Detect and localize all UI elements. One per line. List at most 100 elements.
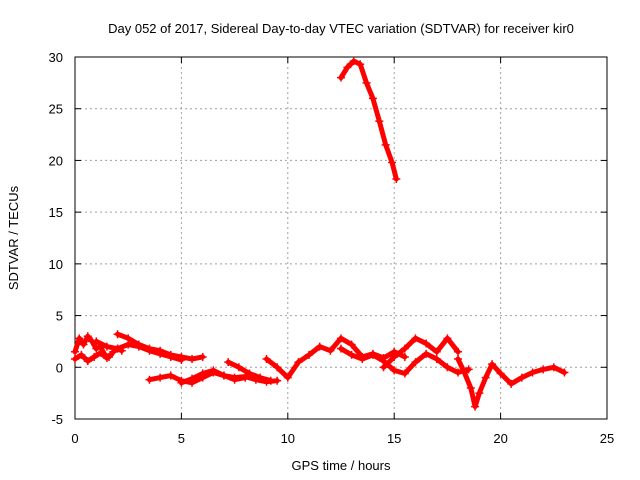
data-point (432, 347, 441, 356)
data-point (454, 347, 463, 356)
data-point (71, 347, 79, 356)
data-point (166, 352, 175, 361)
data-point (528, 368, 537, 377)
data-point (392, 175, 401, 184)
y-axis-label: SDTVAR / TECUs (6, 185, 21, 290)
data-point (411, 334, 420, 343)
data-point (102, 353, 111, 362)
chart-title: Day 052 of 2017, Sidereal Day-to-day VTE… (108, 21, 574, 36)
data-point (102, 342, 111, 351)
data-point (381, 140, 390, 149)
data-layer (71, 57, 569, 411)
data-point (156, 349, 165, 358)
data-point (145, 346, 154, 355)
series-arc-7 (224, 358, 275, 385)
data-point (177, 378, 186, 387)
data-point (517, 373, 526, 382)
data-point (390, 366, 399, 375)
data-point (262, 355, 271, 364)
data-point (224, 358, 233, 367)
data-point (539, 365, 548, 374)
data-point (209, 366, 218, 375)
data-point (362, 78, 371, 87)
data-point (188, 374, 197, 383)
data-point (388, 158, 397, 167)
data-point (443, 334, 452, 343)
data-point (379, 363, 388, 372)
data-point (245, 369, 254, 378)
data-point (411, 358, 420, 367)
data-point (432, 355, 441, 364)
data-point (337, 344, 345, 353)
series-arc-12 (454, 355, 569, 411)
data-point (315, 342, 324, 351)
data-point (305, 350, 314, 359)
series-arc-6 (177, 366, 250, 387)
y-tick-label: 5 (56, 309, 63, 324)
tick-layer: 0 5 10 15 20 25 -5 0 5 10 15 20 25 30 (49, 50, 615, 446)
data-point (326, 346, 335, 355)
data-point (294, 358, 303, 367)
data-point (475, 389, 484, 398)
data-point (156, 373, 165, 382)
series-arc-2 (71, 348, 111, 366)
series-arc-8 (262, 334, 409, 382)
data-point (460, 368, 469, 377)
data-point (337, 73, 345, 82)
x-tick-label: 15 (387, 431, 401, 446)
data-point (454, 355, 463, 364)
data-point (422, 349, 431, 358)
data-point (368, 350, 377, 359)
data-point (471, 402, 480, 411)
data-point (356, 60, 365, 69)
data-point (230, 375, 239, 384)
data-point (124, 340, 133, 349)
data-point (375, 117, 384, 126)
data-point (347, 350, 356, 359)
series-arc-9 (337, 344, 473, 378)
data-point (349, 57, 358, 66)
data-point (90, 352, 99, 361)
data-point (400, 369, 409, 378)
series-arc-4 (92, 337, 186, 365)
data-point (188, 355, 197, 364)
data-point (83, 332, 92, 341)
data-point (219, 371, 228, 380)
data-point (113, 330, 122, 339)
data-point (77, 350, 86, 359)
data-point (343, 63, 352, 72)
data-point (92, 344, 101, 353)
x-tick-label: 25 (600, 431, 614, 446)
data-point (496, 369, 505, 378)
x-tick-label: 0 (71, 431, 78, 446)
y-tick-label: 30 (49, 50, 63, 65)
data-point (358, 355, 367, 364)
data-point (266, 376, 275, 385)
data-point (507, 379, 516, 388)
data-point (96, 348, 105, 357)
data-point (145, 375, 154, 384)
grid-layer (75, 57, 607, 419)
data-point (241, 373, 250, 382)
data-point (368, 94, 377, 103)
y-tick-label: 25 (49, 102, 63, 117)
x-tick-label: 5 (178, 431, 185, 446)
data-point (113, 344, 122, 353)
series-line (381, 335, 461, 370)
data-point (422, 339, 431, 348)
data-point (390, 352, 399, 361)
data-point (198, 352, 207, 361)
data-point (71, 355, 79, 364)
data-point (83, 357, 92, 366)
y-tick-label: 10 (49, 257, 63, 272)
data-point (79, 340, 88, 349)
x-tick-label: 10 (281, 431, 295, 446)
data-point (464, 365, 473, 374)
y-tick-label: 0 (56, 360, 63, 375)
data-point (234, 363, 243, 372)
data-point (177, 356, 186, 365)
data-point (337, 334, 345, 343)
data-point (466, 383, 475, 392)
data-point (481, 373, 490, 382)
